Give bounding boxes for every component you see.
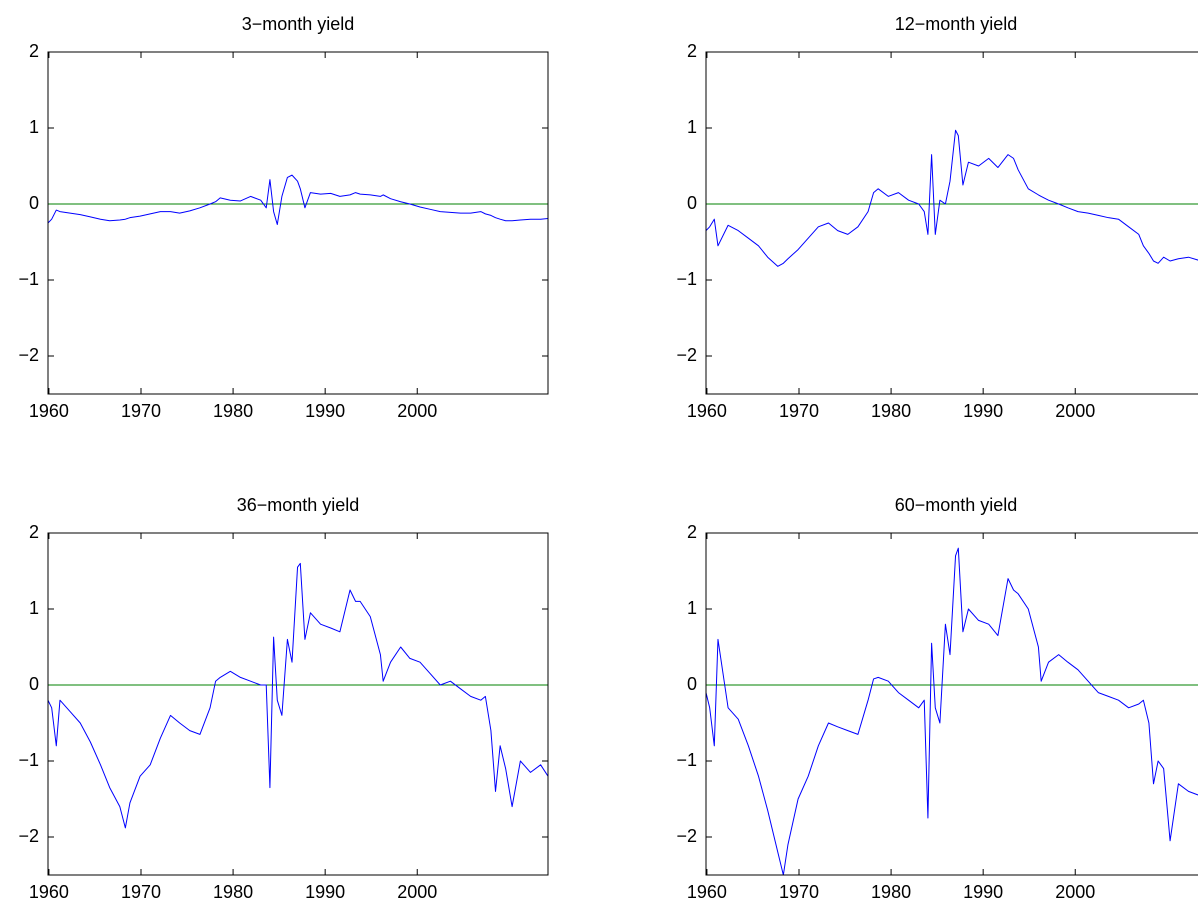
y-tick-label: 1 xyxy=(687,117,697,137)
data-line xyxy=(706,547,1198,875)
y-tick-label: −2 xyxy=(18,826,39,846)
axes-box xyxy=(705,532,1198,876)
y-tick-label: 0 xyxy=(29,674,39,694)
x-tick-label: 1960 xyxy=(687,401,727,421)
subplot: 36−month yield −2 −1 0 1 2 1960 1970 1980 1990 200… xyxy=(18,495,549,902)
subplot: 12−month yield −2 −1 0 1 2 1960 1970 1980 1990 200… xyxy=(676,14,1198,421)
subplot-title: 60−month yield xyxy=(895,495,1018,515)
x-tick-label: 1960 xyxy=(29,401,69,421)
axes-box xyxy=(47,532,549,876)
y-tick-label: −1 xyxy=(18,269,39,289)
subplot: 60−month yield −2 −1 0 1 2 1960 1970 1980 1990 200… xyxy=(676,495,1198,902)
y-tick-label: 0 xyxy=(29,193,39,213)
y-tick-label: −2 xyxy=(18,345,39,365)
y-tick-label: −1 xyxy=(676,750,697,770)
y-tick-label: 1 xyxy=(29,117,39,137)
y-tick-label: 1 xyxy=(687,598,697,618)
y-tick-label: 2 xyxy=(687,522,697,542)
x-tick-label: 2000 xyxy=(397,401,437,421)
y-tick-label: −1 xyxy=(676,269,697,289)
data-line xyxy=(48,174,548,226)
y-tick-label: 0 xyxy=(687,674,697,694)
x-tick-label: 1970 xyxy=(121,401,161,421)
y-tick-label: 2 xyxy=(29,522,39,542)
x-tick-label: 1970 xyxy=(121,882,161,902)
subplot-title: 3−month yield xyxy=(242,14,355,34)
x-tick-label: 2000 xyxy=(397,882,437,902)
axes-box xyxy=(705,51,1198,395)
y-tick-label: −2 xyxy=(676,345,697,365)
x-tick-label: 1990 xyxy=(963,882,1003,902)
x-tick-label: 1970 xyxy=(779,882,819,902)
x-tick-label: 1970 xyxy=(779,401,819,421)
data-line xyxy=(48,562,548,829)
data-line xyxy=(706,129,1198,267)
x-tick-label: 1980 xyxy=(871,882,911,902)
axes-box xyxy=(47,51,549,395)
x-tick-label: 1980 xyxy=(213,401,253,421)
y-tick-label: 2 xyxy=(29,41,39,61)
x-tick-label: 1980 xyxy=(213,882,253,902)
subplot: 3−month yield −2 −1 0 1 2 1960 1970 1980 1990 2000 xyxy=(18,14,549,421)
y-tick-label: 0 xyxy=(687,193,697,213)
y-tick-label: −1 xyxy=(18,750,39,770)
x-tick-label: 1990 xyxy=(305,882,345,902)
x-tick-label: 2000 xyxy=(1055,401,1095,421)
x-tick-label: 1980 xyxy=(871,401,911,421)
x-tick-label: 1960 xyxy=(29,882,69,902)
y-tick-label: 2 xyxy=(687,41,697,61)
y-tick-label: −2 xyxy=(676,826,697,846)
subplot-title: 12−month yield xyxy=(895,14,1018,34)
subplot-title: 36−month yield xyxy=(237,495,360,515)
x-tick-label: 1990 xyxy=(305,401,345,421)
x-tick-label: 1960 xyxy=(687,882,727,902)
x-tick-label: 1990 xyxy=(963,401,1003,421)
x-tick-label: 2000 xyxy=(1055,882,1095,902)
y-tick-label: 1 xyxy=(29,598,39,618)
